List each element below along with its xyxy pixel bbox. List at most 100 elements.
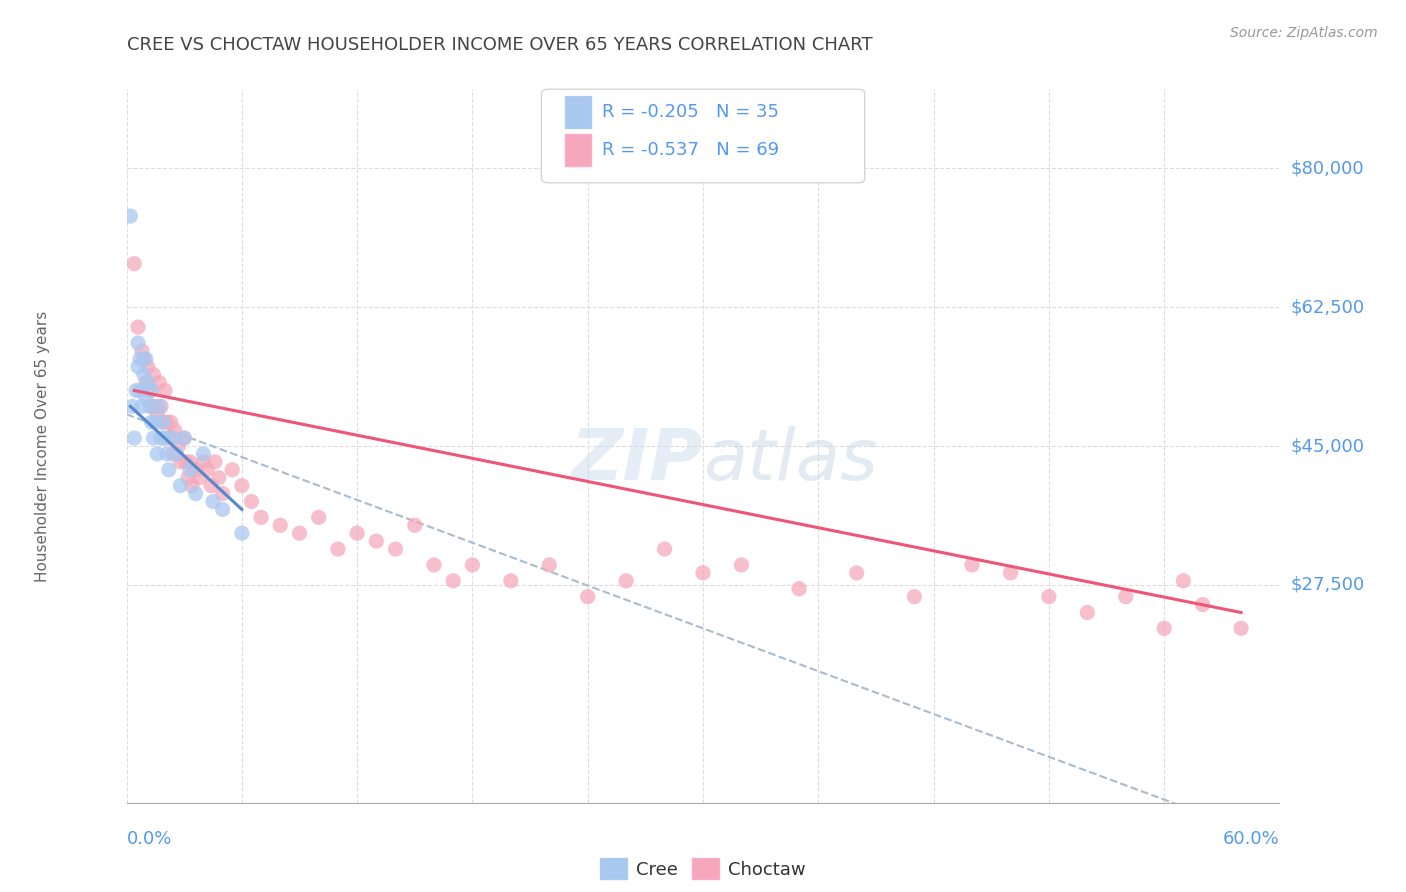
- Point: [730, 558, 752, 572]
- Point: [692, 566, 714, 580]
- Point: [173, 431, 195, 445]
- Point: [167, 439, 190, 453]
- Point: [423, 558, 446, 572]
- Point: [1115, 590, 1137, 604]
- Text: $27,500: $27,500: [1291, 575, 1365, 594]
- Point: [142, 368, 165, 382]
- Point: [201, 494, 224, 508]
- Point: [141, 400, 163, 414]
- Point: [441, 574, 464, 588]
- Point: [135, 376, 157, 390]
- Point: [122, 431, 145, 445]
- Point: [231, 478, 253, 492]
- Point: [1076, 606, 1098, 620]
- Point: [845, 566, 868, 580]
- Point: [146, 407, 169, 421]
- Point: [1038, 590, 1060, 604]
- Text: 0.0%: 0.0%: [127, 830, 172, 847]
- Point: [179, 455, 201, 469]
- Point: [1230, 621, 1253, 635]
- Point: [169, 455, 191, 469]
- Point: [145, 400, 166, 414]
- Point: [174, 455, 197, 469]
- Point: [129, 384, 152, 398]
- Point: [1191, 598, 1213, 612]
- Point: [120, 209, 142, 223]
- Text: atlas: atlas: [703, 425, 877, 495]
- Point: [240, 494, 263, 508]
- Point: [538, 558, 561, 572]
- Point: [200, 478, 222, 492]
- Point: [150, 400, 173, 414]
- Point: [132, 368, 155, 382]
- Point: [136, 359, 159, 374]
- Text: ZIP: ZIP: [571, 425, 703, 495]
- Point: [162, 447, 184, 461]
- Text: Householder Income Over 65 years: Householder Income Over 65 years: [35, 310, 49, 582]
- Point: [1153, 621, 1175, 635]
- Point: [177, 471, 200, 485]
- Point: [288, 526, 311, 541]
- Point: [135, 392, 157, 406]
- Text: R = -0.205   N = 35: R = -0.205 N = 35: [602, 103, 779, 121]
- Point: [193, 455, 215, 469]
- Point: [131, 400, 153, 414]
- Point: [159, 415, 181, 429]
- Point: [141, 384, 163, 398]
- Point: [127, 335, 149, 350]
- Point: [221, 463, 243, 477]
- Point: [131, 343, 153, 358]
- Point: [576, 590, 599, 604]
- Point: [308, 510, 330, 524]
- Point: [152, 415, 174, 429]
- Point: [179, 463, 201, 477]
- Point: [346, 526, 368, 541]
- Text: $62,500: $62,500: [1291, 298, 1365, 317]
- Point: [127, 320, 149, 334]
- Point: [156, 415, 179, 429]
- Point: [125, 384, 148, 398]
- Point: [122, 257, 145, 271]
- Point: [384, 542, 406, 557]
- Point: [135, 351, 157, 366]
- Text: $80,000: $80,000: [1291, 160, 1364, 178]
- Point: [136, 376, 159, 390]
- Point: [1000, 566, 1022, 580]
- Point: [142, 431, 165, 445]
- Point: [152, 415, 174, 429]
- Point: [204, 455, 226, 469]
- Point: [654, 542, 676, 557]
- Point: [157, 431, 180, 445]
- Point: [787, 582, 810, 596]
- Point: [162, 431, 184, 445]
- Point: [231, 526, 253, 541]
- Point: [326, 542, 349, 557]
- Point: [169, 478, 191, 492]
- Point: [250, 510, 273, 524]
- Text: Source: ZipAtlas.com: Source: ZipAtlas.com: [1230, 26, 1378, 40]
- Point: [1173, 574, 1195, 588]
- Point: [129, 351, 152, 366]
- Point: [195, 463, 218, 477]
- Point: [148, 400, 170, 414]
- Point: [156, 447, 179, 461]
- Point: [163, 423, 186, 437]
- Point: [184, 486, 207, 500]
- Point: [193, 447, 215, 461]
- Point: [173, 431, 195, 445]
- Point: [153, 384, 176, 398]
- Text: CREE VS CHOCTAW HOUSEHOLDER INCOME OVER 65 YEARS CORRELATION CHART: CREE VS CHOCTAW HOUSEHOLDER INCOME OVER …: [127, 36, 872, 54]
- Point: [184, 463, 207, 477]
- Point: [208, 471, 231, 485]
- Point: [157, 463, 180, 477]
- Point: [127, 359, 149, 374]
- Point: [188, 471, 211, 485]
- Point: [121, 400, 143, 414]
- Text: $45,000: $45,000: [1291, 437, 1365, 455]
- Point: [960, 558, 983, 572]
- Legend: Cree, Choctaw: Cree, Choctaw: [593, 851, 813, 887]
- Point: [614, 574, 637, 588]
- Point: [461, 558, 484, 572]
- Text: R = -0.537   N = 69: R = -0.537 N = 69: [602, 141, 779, 159]
- Point: [499, 574, 522, 588]
